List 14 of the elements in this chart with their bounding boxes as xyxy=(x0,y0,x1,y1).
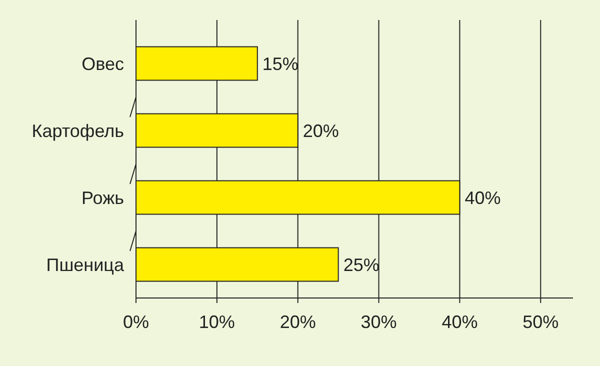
x-tick-label: 30% xyxy=(360,312,397,332)
x-tick-label: 10% xyxy=(198,312,235,332)
y-tick-label: Картофель xyxy=(32,120,124,141)
x-tick-label: 20% xyxy=(280,312,316,332)
data-label: 40% xyxy=(464,188,501,208)
x-tick-label: 0% xyxy=(122,312,150,332)
x-tick-label: 40% xyxy=(442,312,478,332)
data-label: 15% xyxy=(262,54,298,74)
y-tick-label: Рожь xyxy=(82,188,124,208)
y-tick-label: Пшеница xyxy=(46,254,125,275)
y-tick-label: Овес xyxy=(82,54,124,74)
data-label: 20% xyxy=(302,120,339,141)
x-tick-label: 50% xyxy=(522,312,559,332)
data-label: 25% xyxy=(343,254,380,275)
